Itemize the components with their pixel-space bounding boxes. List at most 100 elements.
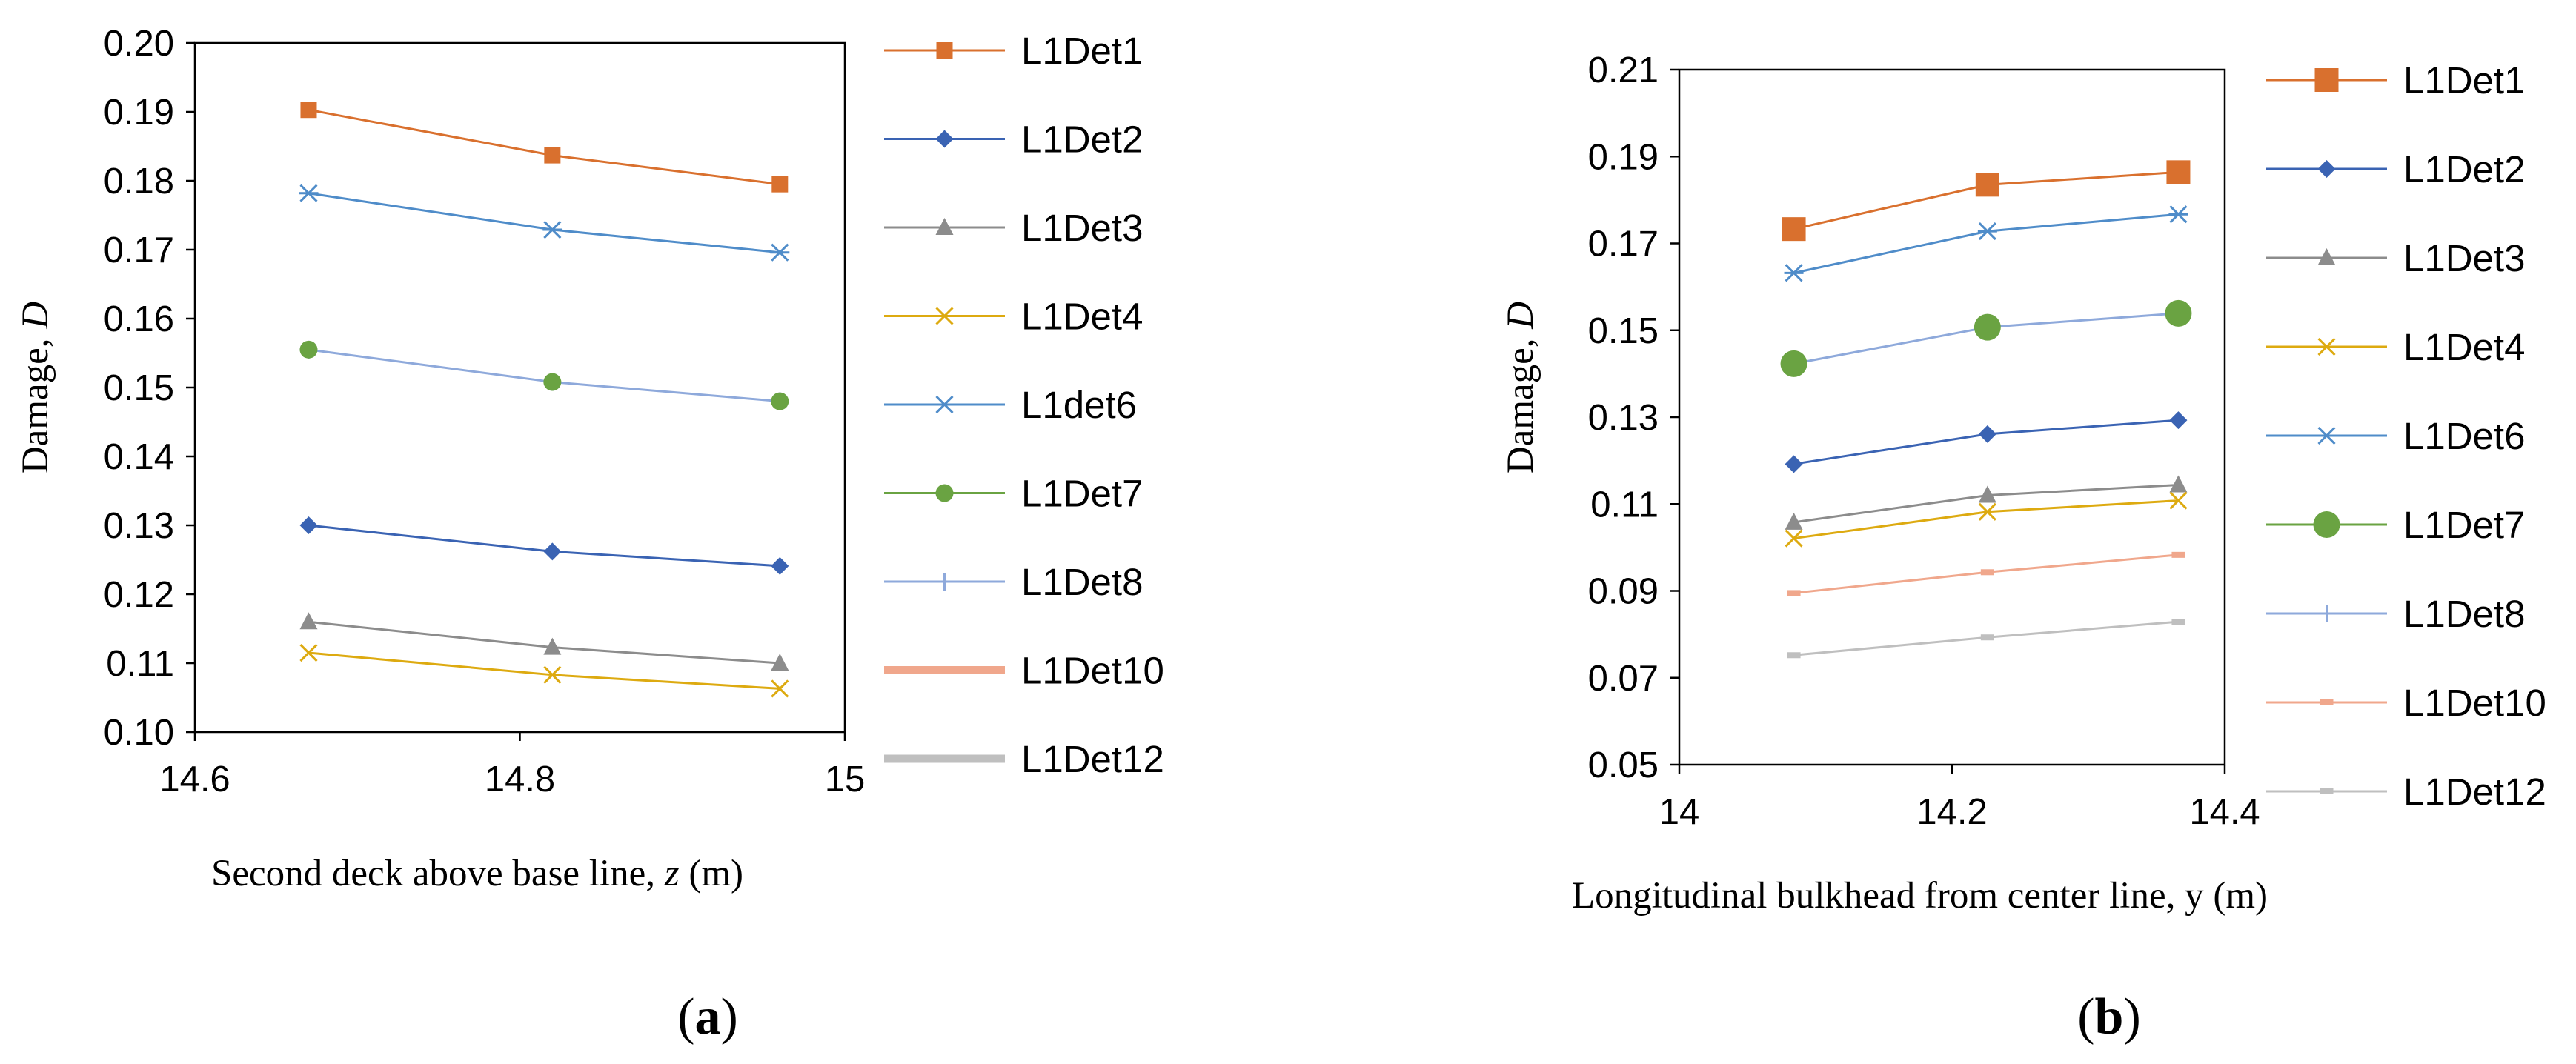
legend-marker-L1Det1 [936, 42, 953, 59]
chart-b-ylabel: Damage, D [1500, 302, 1541, 473]
chart-b: 0.05 0.07 0.09 0.11 0.13 0.15 0.17 0.19 0.21 14 1… [1500, 50, 2546, 1045]
y-tick-label: 0.15 [1588, 311, 1659, 351]
y-tick-label: 0.05 [1588, 745, 1659, 785]
data-point-L1Det3 [543, 637, 562, 655]
legend-marker-L1det6 [935, 395, 955, 414]
legend-marker-L1Det8 [2317, 605, 2336, 622]
y-tick-label: 0.14 [104, 437, 174, 477]
series-line-L1Det3 [308, 620, 780, 665]
legend-label-L1Det3: L1Det3 [1021, 207, 1143, 249]
data-point-L1Det1 [1975, 173, 1999, 197]
legend-label-L1Det2: L1Det2 [1021, 119, 1143, 161]
legend-marker-L1Det12 [2320, 788, 2334, 794]
data-point-L1det6 [770, 243, 790, 262]
panel-label-b: (b) [2077, 988, 2141, 1045]
data-point-L1Det1 [300, 102, 317, 119]
data-point-L1Det1 [2166, 160, 2191, 184]
y-tick-label: 0.19 [104, 93, 174, 133]
data-point-L1Det12 [1980, 634, 1994, 641]
y-tick-label: 0.15 [104, 368, 174, 408]
chart-a-plot-area [193, 41, 846, 734]
data-point-L1Det7 [2165, 299, 2192, 327]
legend-marker-L1Det7 [935, 484, 954, 502]
data-point-L1Det4 [1785, 529, 1803, 548]
legend-marker-L1Det3 [2317, 248, 2336, 265]
y-tick-label: 0.18 [104, 162, 174, 202]
data-point-L1Det12 [1787, 652, 1801, 659]
data-point-L1Det3 [771, 654, 789, 671]
legend-label-L1Det3: L1Det3 [2403, 237, 2525, 279]
legend-label-L1Det6: L1Det6 [2403, 415, 2525, 457]
legend-label-L1Det7: L1Det7 [1021, 473, 1143, 515]
data-point-L1Det7 [1974, 313, 2001, 341]
y-tick-label: 0.07 [1588, 659, 1659, 699]
legend-label-L1Det1: L1Det1 [1021, 30, 1143, 72]
legend-marker-L1Det3 [935, 218, 954, 235]
series-line-L1Det4 [1793, 499, 2179, 540]
data-point-L1Det2 [771, 556, 789, 575]
data-point-L1Det7 [1780, 350, 1807, 377]
legend-label-L1Det4: L1Det4 [2403, 326, 2525, 368]
data-point-L1Det3 [1785, 512, 1803, 530]
y-tick-label: 0.13 [104, 506, 174, 546]
legend-marker-L1Det1 [2314, 68, 2339, 92]
y-tick-label: 0.17 [104, 230, 174, 270]
chart-a-xlabel: Second deck above base line, z (m) [211, 853, 743, 894]
data-point-L1Det7 [543, 373, 562, 391]
data-point-L1Det4 [543, 665, 562, 684]
legend-marker-L1Det4 [935, 307, 954, 325]
y-tick-label: 0.20 [104, 24, 174, 64]
series-line-L1Det6 [1793, 213, 2179, 274]
data-point-L1Det1 [1782, 217, 1806, 242]
data-point-L1Det1 [544, 147, 561, 164]
y-tick-label: 0.12 [104, 575, 174, 615]
legend-label-L1det6: L1det6 [1021, 384, 1137, 426]
legend-label-L1Det2: L1Det2 [2403, 148, 2525, 190]
data-point-L1Det12 [2171, 619, 2185, 625]
legend-label-L1Det12: L1Det12 [1021, 738, 1164, 780]
data-point-L1Det7 [299, 340, 318, 359]
data-point-L1Det3 [1978, 485, 1996, 503]
x-tick-label: 14.6 [159, 759, 230, 799]
x-tick-label: 14 [1659, 792, 1700, 832]
x-tick-label: 14.2 [1916, 792, 1987, 832]
data-point-L1Det2 [1978, 425, 1996, 443]
series-line-L1Det2 [308, 524, 780, 568]
data-point-L1Det2 [299, 516, 318, 534]
data-point-L1det6 [542, 220, 562, 239]
data-point-L1Det3 [299, 612, 318, 630]
legend-label-L1Det4: L1Det4 [1021, 296, 1143, 338]
series-line-L1Det8 [308, 348, 780, 403]
y-tick-label: 0.16 [104, 299, 174, 339]
series-line-L1Det1 [308, 108, 780, 186]
data-point-L1Det4 [771, 679, 789, 698]
legend-label-L1Det7: L1Det7 [2403, 504, 2525, 546]
y-tick-label: 0.17 [1588, 225, 1659, 265]
legend-marker-L1Det10 [2320, 699, 2334, 705]
panel-label-a: (a) [677, 988, 738, 1045]
data-point-L1Det4 [2169, 491, 2188, 510]
y-tick-label: 0.11 [106, 644, 174, 684]
data-point-L1Det10 [1980, 569, 1994, 576]
y-tick-label: 0.10 [104, 713, 174, 753]
data-point-L1Det2 [543, 542, 562, 561]
data-point-L1Det2 [1785, 455, 1803, 473]
legend-marker-L1Det2 [2317, 160, 2336, 178]
legend-label-L1Det10: L1Det10 [2403, 682, 2546, 724]
legend-label-L1Det10: L1Det10 [1021, 650, 1164, 692]
data-point-L1det6 [299, 184, 319, 202]
legend-label-L1Det1: L1Det1 [2403, 59, 2525, 102]
y-tick-label: 0.13 [1588, 398, 1659, 438]
data-point-L1Det4 [299, 643, 318, 662]
legend-marker-L1Det6 [2317, 426, 2337, 445]
chart-a-ylabel: Damage, D [15, 302, 56, 473]
data-point-L1Det6 [1977, 222, 1997, 241]
legend-label-L1Det12: L1Det12 [2403, 771, 2546, 813]
legend-label-L1Det8: L1Det8 [2403, 593, 2525, 635]
y-tick-label: 0.21 [1588, 50, 1659, 90]
chart-b-xlabel: Longitudinal bulkhead from center line, … [1572, 875, 2268, 917]
legend-label-L1Det8: L1Det8 [1021, 561, 1143, 603]
data-point-L1Det6 [1784, 264, 1804, 282]
legend-marker-L1Det4 [2317, 337, 2336, 356]
x-tick-label: 14.8 [485, 759, 555, 799]
